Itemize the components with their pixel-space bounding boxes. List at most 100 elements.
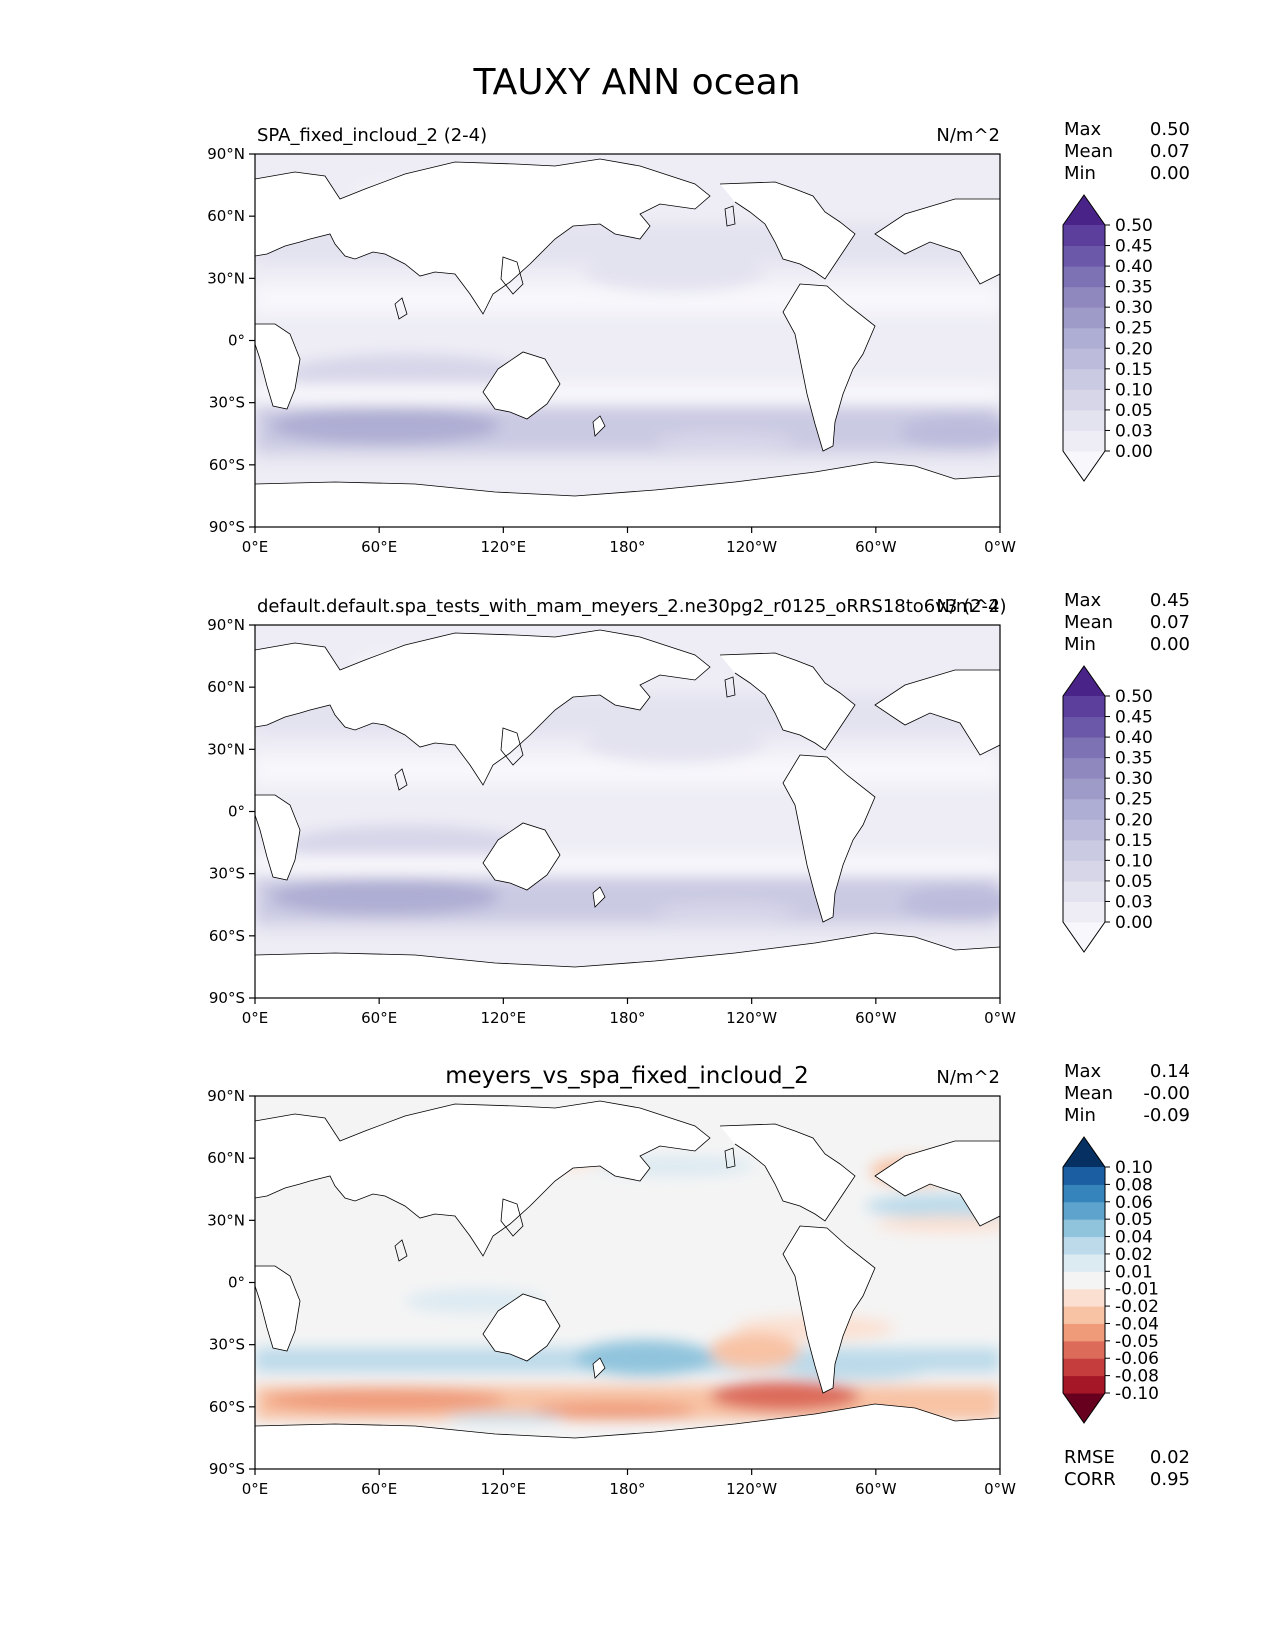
lat-tick-label: 30°S — [209, 865, 245, 883]
mean-label: Mean — [1064, 1083, 1113, 1104]
min-label: Min — [1064, 634, 1096, 655]
colorbar-label: 0.40 — [1115, 728, 1153, 748]
axis-ticks: 90°N 60°N 30°N 0° 30°S 60°S 90°S 0°E 60°E 120°E 18… — [207, 145, 1016, 1498]
colorbar-swatch — [1063, 1306, 1105, 1324]
panel-reference-map — [254, 624, 1001, 999]
colorbar-swatch — [1063, 348, 1105, 370]
panel-test-stats: Max 0.50 Mean 0.07 Min 0.00 — [1064, 119, 1190, 184]
panel-test-units: N/m^2 — [936, 125, 1000, 146]
colorbar-label: 0.05 — [1115, 1210, 1153, 1230]
lon-tick-label: 60°W — [855, 538, 897, 556]
colorbar-label: 0.10 — [1115, 1158, 1153, 1178]
colorbar-swatch — [1063, 327, 1105, 349]
colorbar-label: 0.04 — [1115, 1228, 1153, 1248]
lat-tick-label: 90°S — [209, 1460, 245, 1478]
panel-test: SPA_fixed_incloud_2 (2-4) N/m^2 — [254, 125, 1153, 528]
panel-difference-units: N/m^2 — [936, 1067, 1000, 1088]
colorbar-swatch — [1063, 1375, 1105, 1394]
lat-tick-label: 60°N — [207, 207, 245, 225]
rmse-value: 0.02 — [1150, 1447, 1190, 1468]
colorbar-label: 0.15 — [1115, 360, 1153, 380]
min-value: -0.09 — [1143, 1105, 1190, 1126]
lat-tick-label: 30°N — [207, 1211, 245, 1229]
panel-reference-title: default.default.spa_tests_with_mam_meyer… — [257, 596, 1007, 617]
colorbar-swatch — [1063, 1253, 1105, 1272]
panel-difference-stats: Max 0.14 Mean -0.00 Min -0.09 — [1064, 1061, 1190, 1126]
colorbar-swatch — [1063, 1340, 1105, 1359]
colorbar-swatch — [1063, 368, 1105, 390]
min-label: Min — [1064, 1105, 1096, 1126]
lat-tick-label: 90°N — [207, 1087, 245, 1105]
lat-tick-label: 60°N — [207, 1149, 245, 1167]
colorbar-label: 0.30 — [1115, 298, 1153, 318]
lon-tick-label: 120°E — [481, 538, 527, 556]
colorbar-extend-min — [1063, 1393, 1105, 1423]
panel-reference-units: N/m^2 — [936, 596, 1000, 617]
colorbar-swatches: 0.500.450.400.350.300.250.200.150.100.05… — [1062, 194, 1153, 482]
colorbar-extend-min — [1063, 922, 1105, 952]
colorbar-label: -0.08 — [1115, 1367, 1159, 1387]
colorbar-label: -0.04 — [1115, 1314, 1159, 1334]
lon-tick-label: 180° — [609, 1009, 645, 1027]
panel-reference-colorbar: 0.500.450.400.350.300.250.200.150.100.05… — [1062, 665, 1153, 953]
lat-tick-label: 30°S — [209, 394, 245, 412]
colorbar-swatch — [1063, 1271, 1105, 1290]
colorbar-swatch — [1063, 860, 1105, 882]
colorbar-swatch — [1063, 307, 1105, 329]
lat-tick-label: 90°S — [209, 518, 245, 536]
colorbar-swatch — [1063, 266, 1105, 288]
colorbar-label: 0.05 — [1115, 401, 1153, 421]
colorbar-swatch — [1063, 696, 1105, 718]
lat-tick-label: 60°S — [209, 1398, 245, 1416]
lat-tick-label: 60°S — [209, 927, 245, 945]
max-label: Max — [1064, 590, 1102, 611]
panel-difference-colorbar: 0.100.080.060.050.040.020.01-0.01-0.02-0… — [1062, 1136, 1159, 1424]
colorbar-label: 0.50 — [1115, 216, 1153, 236]
panel-test-title: SPA_fixed_incloud_2 (2-4) — [257, 125, 487, 146]
colorbar-swatch — [1063, 1167, 1105, 1185]
colorbar-swatch — [1063, 819, 1105, 841]
colorbar-swatch — [1063, 1288, 1105, 1307]
lon-tick-label: 0°E — [242, 538, 269, 556]
colorbar-swatch — [1063, 1323, 1105, 1342]
lat-tick-label: 90°S — [209, 989, 245, 1007]
mean-value: -0.00 — [1143, 1083, 1190, 1104]
panel-test-map — [254, 153, 1001, 528]
colorbar-swatch — [1063, 1219, 1105, 1238]
lat-tick-label: 30°N — [207, 740, 245, 758]
lat-tick-label: 90°N — [207, 145, 245, 163]
figure-title: TAUXY ANN ocean — [472, 62, 800, 103]
colorbar-label: 0.25 — [1115, 319, 1153, 339]
rmse-label: RMSE — [1064, 1447, 1115, 1468]
panel-test-colorbar: 0.500.450.400.350.300.250.200.150.100.05… — [1062, 194, 1153, 482]
colorbar-swatch — [1063, 1184, 1105, 1203]
colorbar-swatch — [1063, 839, 1105, 861]
min-value: 0.00 — [1150, 634, 1190, 655]
colorbar-label: -0.06 — [1115, 1349, 1159, 1369]
colorbar-swatch — [1063, 409, 1105, 431]
max-label: Max — [1064, 1061, 1102, 1082]
colorbar-label: 0.35 — [1115, 278, 1153, 298]
lat-tick-label: 30°N — [207, 269, 245, 287]
colorbar-label: 0.30 — [1115, 769, 1153, 789]
colorbar-label: -0.01 — [1115, 1280, 1159, 1300]
colorbar-swatches: 0.500.450.400.350.300.250.200.150.100.05… — [1062, 665, 1153, 953]
colorbar-swatch — [1063, 389, 1105, 411]
lon-tick-label: 60°E — [361, 1009, 397, 1027]
panel-difference-metrics: RMSE 0.02 CORR 0.95 — [1064, 1447, 1190, 1490]
panel-difference: meyers_vs_spa_fixed_incloud_2 N/m^2 — [254, 1063, 1190, 1490]
colorbar-swatch — [1063, 1236, 1105, 1255]
lon-tick-label: 0°E — [242, 1009, 269, 1027]
colorbar-swatch — [1063, 798, 1105, 820]
lon-tick-label: 60°E — [361, 1480, 397, 1498]
colorbar-label: 0.50 — [1115, 687, 1153, 707]
lat-tick-label: 0° — [228, 332, 245, 350]
colorbar-extend-max — [1063, 1137, 1105, 1167]
colorbar-swatches: 0.100.080.060.050.040.020.01-0.01-0.02-0… — [1062, 1136, 1159, 1424]
colorbar-extend-max — [1063, 666, 1105, 696]
colorbar-label: 0.25 — [1115, 790, 1153, 810]
max-value: 0.50 — [1150, 119, 1190, 140]
panel-difference-title: meyers_vs_spa_fixed_incloud_2 — [445, 1063, 809, 1089]
colorbar-swatch — [1063, 737, 1105, 759]
